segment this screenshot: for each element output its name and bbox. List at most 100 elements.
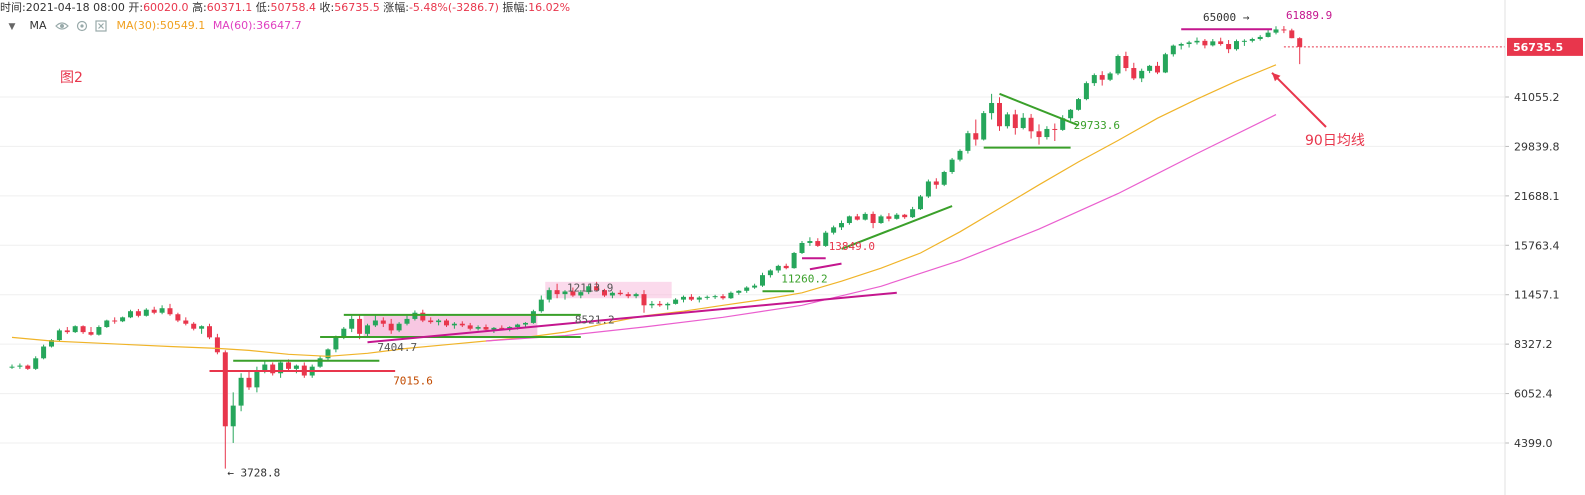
candle[interactable] <box>673 298 679 305</box>
candle[interactable] <box>396 322 402 333</box>
candle[interactable] <box>1083 81 1089 101</box>
candle[interactable] <box>625 292 631 299</box>
candle[interactable] <box>839 220 844 230</box>
eye-icon[interactable] <box>55 20 69 32</box>
candle[interactable] <box>989 93 995 120</box>
candle[interactable] <box>143 308 149 317</box>
candle[interactable] <box>823 230 829 247</box>
candle[interactable] <box>538 295 544 313</box>
candle[interactable] <box>246 371 252 390</box>
candle[interactable] <box>1194 37 1200 45</box>
candle[interactable] <box>1020 113 1026 130</box>
candle[interactable] <box>1265 29 1271 38</box>
candle[interactable] <box>530 309 536 324</box>
candle[interactable] <box>807 237 813 246</box>
candle[interactable] <box>878 214 884 224</box>
candle[interactable] <box>1076 97 1081 111</box>
candle[interactable] <box>365 323 370 338</box>
candle[interactable] <box>925 179 931 198</box>
candle[interactable] <box>1052 123 1058 142</box>
candle[interactable] <box>325 348 331 361</box>
candle[interactable] <box>775 264 781 273</box>
candle[interactable] <box>870 211 876 229</box>
candle[interactable] <box>657 301 663 307</box>
candle[interactable] <box>570 287 576 297</box>
candle[interactable] <box>720 294 726 300</box>
candle[interactable] <box>1186 40 1192 48</box>
candle[interactable] <box>230 392 236 443</box>
candle[interactable] <box>665 302 671 310</box>
candle[interactable] <box>72 325 78 333</box>
candle[interactable] <box>372 314 378 328</box>
candle[interactable] <box>333 335 339 353</box>
candle[interactable] <box>846 215 852 225</box>
candle[interactable] <box>941 170 947 187</box>
candle[interactable] <box>1218 37 1224 46</box>
candle[interactable] <box>649 301 655 309</box>
candle[interactable] <box>317 356 323 368</box>
candle[interactable] <box>617 290 623 296</box>
candle[interactable] <box>1297 37 1303 65</box>
candle[interactable] <box>704 295 710 300</box>
close-icon[interactable] <box>94 20 108 32</box>
candle[interactable] <box>475 325 481 331</box>
candle[interactable] <box>831 225 837 235</box>
candle[interactable] <box>910 206 916 218</box>
candle[interactable] <box>25 364 31 370</box>
candle[interactable] <box>586 284 592 295</box>
candle[interactable] <box>973 119 979 146</box>
candle[interactable] <box>88 327 94 336</box>
candle[interactable] <box>554 283 560 299</box>
candle[interactable] <box>357 315 363 340</box>
candle[interactable] <box>1257 35 1263 41</box>
candle[interactable] <box>1060 115 1066 131</box>
candle[interactable] <box>997 97 1002 131</box>
candle[interactable] <box>633 292 639 299</box>
candle[interactable] <box>902 213 908 219</box>
candle[interactable] <box>594 281 600 292</box>
candle[interactable] <box>451 322 457 329</box>
candle[interactable] <box>728 291 734 299</box>
candle[interactable] <box>1273 26 1279 35</box>
candle[interactable] <box>1068 108 1074 121</box>
candle[interactable] <box>1091 73 1097 86</box>
candle[interactable] <box>104 319 110 328</box>
candle[interactable] <box>791 251 797 269</box>
candle[interactable] <box>1202 38 1208 49</box>
candle[interactable] <box>681 295 686 303</box>
candle[interactable] <box>56 328 62 341</box>
candle[interactable] <box>96 325 102 336</box>
candle[interactable] <box>270 362 276 376</box>
candle[interactable] <box>159 305 165 315</box>
candle[interactable] <box>752 283 758 289</box>
candle[interactable] <box>1155 61 1160 75</box>
candle[interactable] <box>1036 124 1042 145</box>
candle[interactable] <box>1210 38 1216 47</box>
candle[interactable] <box>167 303 173 316</box>
candle[interactable] <box>1281 26 1287 34</box>
candle[interactable] <box>1123 51 1129 72</box>
candle[interactable] <box>949 157 955 174</box>
candle[interactable] <box>1249 37 1255 43</box>
candle[interactable] <box>862 212 868 221</box>
candle[interactable] <box>388 318 394 334</box>
candle[interactable] <box>1028 113 1034 139</box>
candle[interactable] <box>886 213 892 222</box>
candle[interactable] <box>546 287 552 303</box>
candle[interactable] <box>523 322 528 328</box>
candle[interactable] <box>64 327 70 334</box>
candle[interactable] <box>33 356 39 370</box>
candle[interactable] <box>380 317 386 328</box>
candle[interactable] <box>41 344 47 360</box>
candle[interactable] <box>199 325 205 334</box>
candle[interactable] <box>918 195 923 210</box>
candle[interactable] <box>183 317 189 326</box>
candle[interactable] <box>1139 68 1145 83</box>
candle[interactable] <box>1289 28 1295 39</box>
candle[interactable] <box>404 315 410 326</box>
candle[interactable] <box>744 286 750 293</box>
candle[interactable] <box>1099 71 1105 86</box>
candle[interactable] <box>1170 44 1176 57</box>
candle[interactable] <box>760 272 765 287</box>
